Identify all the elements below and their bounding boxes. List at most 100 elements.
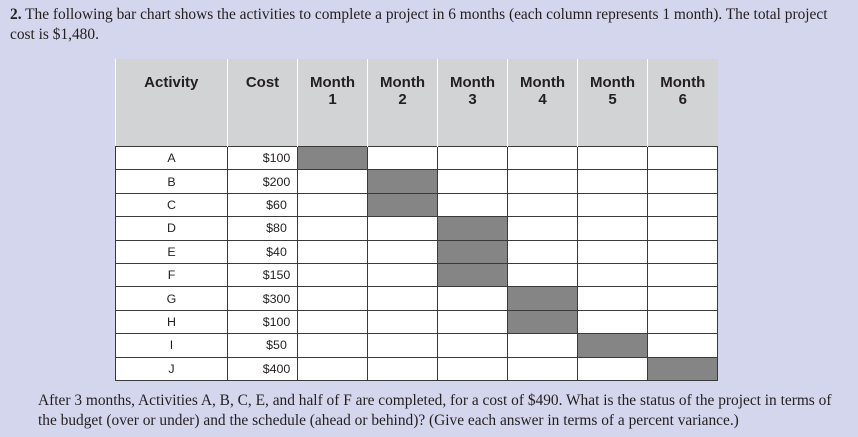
activity-cell: C: [115, 192, 228, 217]
question-text-block: 2. The following bar chart shows the act…: [10, 5, 840, 45]
month-cell: [647, 309, 718, 334]
activity-cell: E: [115, 239, 228, 264]
month-cell: [367, 262, 438, 287]
table-row: H $100: [115, 309, 718, 334]
month-cell: [507, 145, 578, 170]
month-cell: [367, 333, 438, 358]
header-activity: Activity: [115, 59, 228, 147]
follow-up-question: After 3 months, Activities A, B, C, E, a…: [38, 392, 832, 429]
table-row: F $150: [115, 262, 718, 287]
month-cell: [297, 333, 368, 358]
month-cell: [577, 192, 648, 217]
activity-cell: D: [115, 216, 228, 241]
schedule-bar: [577, 333, 648, 358]
table-row: E $40: [115, 239, 718, 264]
month-cell: [577, 216, 648, 241]
table-row: J $400: [115, 356, 718, 381]
table-row: C $60: [115, 192, 718, 217]
month-cell: [367, 286, 438, 311]
month-cell: [437, 309, 508, 334]
cost-cell: $80: [227, 216, 298, 241]
month-cell: [507, 262, 578, 287]
header-month-1: Month 1: [297, 59, 368, 147]
month-cell: [647, 262, 718, 287]
month-cell: [577, 262, 648, 287]
question-body: The following bar chart shows the activi…: [10, 6, 828, 43]
activity-cell: F: [115, 262, 228, 287]
table-row: B $200: [115, 169, 718, 194]
month-cell: [437, 192, 508, 217]
schedule-bar: [367, 192, 438, 217]
month-cell: [507, 239, 578, 264]
table-body: A $100 B $200 C $60 D $80 E $40 F $150 G $300 H $100 I $5…: [115, 145, 718, 381]
activity-cell: H: [115, 309, 228, 334]
month-cell: [367, 309, 438, 334]
month-cell: [507, 192, 578, 217]
month-cell: [577, 286, 648, 311]
month-cell: [437, 356, 508, 381]
month-cell: [297, 169, 368, 194]
table-row: G $300: [115, 286, 718, 311]
table-header-row: Activity Cost Month 1 Month 2 Month 3 Month…: [115, 59, 718, 147]
month-cell: [507, 169, 578, 194]
month-cell: [647, 192, 718, 217]
table-row: D $80: [115, 216, 718, 241]
month-cell: [647, 216, 718, 241]
month-cell: [367, 145, 438, 170]
month-cell: [507, 216, 578, 241]
table-row: I $50: [115, 333, 718, 358]
header-month-2: Month 2: [367, 59, 438, 147]
cost-cell: $200: [227, 169, 298, 194]
month-cell: [367, 239, 438, 264]
header-cost: Cost: [227, 59, 298, 147]
cost-cell: $150: [227, 262, 298, 287]
header-month-3: Month 3: [437, 59, 508, 147]
cost-cell: $300: [227, 286, 298, 311]
header-month-4: Month 4: [507, 59, 578, 147]
schedule-bar: [507, 309, 578, 334]
schedule-bar: [437, 239, 508, 264]
cost-cell: $60: [227, 192, 298, 217]
month-cell: [437, 145, 508, 170]
schedule-bar: [647, 356, 718, 381]
activity-schedule-table: Activity Cost Month 1 Month 2 Month 3 Month…: [115, 59, 718, 381]
month-cell: [507, 333, 578, 358]
cost-cell: $400: [227, 356, 298, 381]
cost-cell: $50: [227, 333, 298, 358]
month-cell: [367, 356, 438, 381]
month-cell: [297, 216, 368, 241]
month-cell: [577, 239, 648, 264]
month-cell: [577, 356, 648, 381]
cost-cell: $100: [227, 145, 298, 170]
month-cell: [297, 262, 368, 287]
cost-cell: $40: [227, 239, 298, 264]
month-cell: [577, 309, 648, 334]
month-cell: [297, 192, 368, 217]
month-cell: [647, 286, 718, 311]
question-number: 2.: [10, 6, 22, 23]
month-cell: [297, 309, 368, 334]
month-cell: [437, 169, 508, 194]
month-cell: [647, 145, 718, 170]
month-cell: [297, 239, 368, 264]
schedule-bar: [507, 286, 578, 311]
cost-cell: $100: [227, 309, 298, 334]
schedule-bar: [297, 145, 368, 170]
header-month-6: Month 6: [647, 59, 718, 147]
month-cell: [577, 169, 648, 194]
month-cell: [647, 239, 718, 264]
activity-cell: A: [115, 145, 228, 170]
schedule-bar: [437, 262, 508, 287]
month-cell: [647, 333, 718, 358]
month-cell: [367, 216, 438, 241]
month-cell: [297, 356, 368, 381]
month-cell: [647, 169, 718, 194]
header-month-5: Month 5: [577, 59, 648, 147]
activity-cell: I: [115, 333, 228, 358]
table-row: A $100: [115, 145, 718, 170]
activity-cell: G: [115, 286, 228, 311]
activity-cell: B: [115, 169, 228, 194]
month-cell: [577, 145, 648, 170]
schedule-bar: [367, 169, 438, 194]
month-cell: [437, 286, 508, 311]
